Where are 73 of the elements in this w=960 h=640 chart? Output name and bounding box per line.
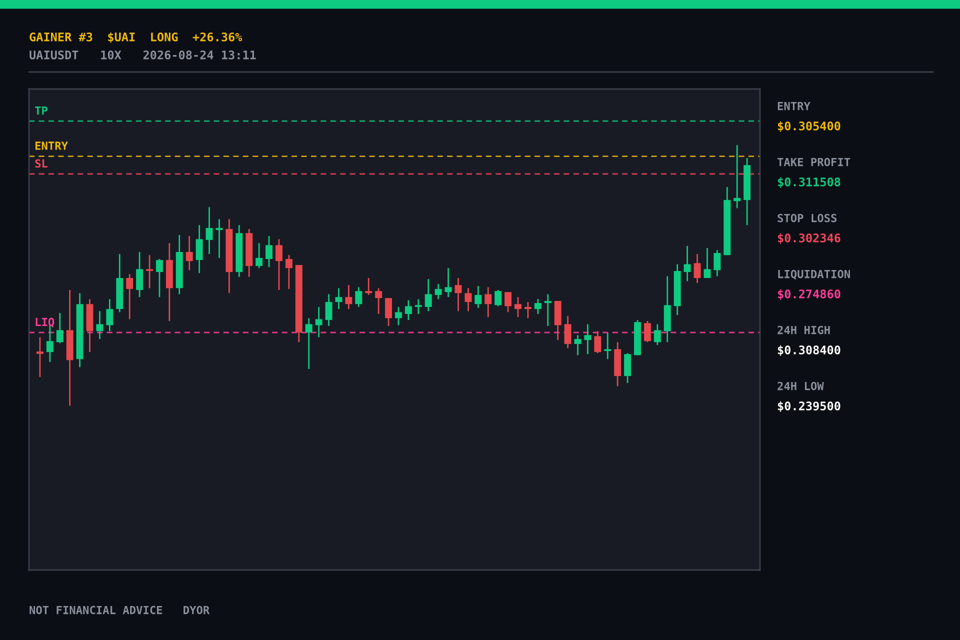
text: TAKE PROFIT — [777, 158, 850, 166]
candlestick — [36, 336, 44, 378]
text: $0.274860 — [778, 289, 840, 300]
text: $0.239500 — [778, 401, 840, 412]
text: LIQUIDATION — [778, 270, 850, 280]
text: 24H HIGH — [778, 326, 830, 334]
candlestick — [315, 306, 322, 338]
chart-title: GAINER #3 $UAI LONG +26.36% — [30, 32, 242, 43]
candlestick — [395, 306, 402, 326]
candlestick — [275, 238, 282, 291]
candlestick — [355, 286, 362, 308]
candlestick — [624, 352, 632, 384]
candlestick — [196, 224, 203, 274]
candlestick — [604, 332, 612, 360]
candlestick — [216, 218, 223, 259]
candlestick — [564, 315, 572, 349]
candlestick — [156, 258, 163, 298]
ref-line-label: LIQ — [36, 318, 54, 328]
candlestick — [385, 297, 392, 327]
text: 24H LOW — [778, 382, 824, 390]
candlestick — [404, 299, 412, 321]
candlestick — [474, 285, 482, 309]
candlestick — [514, 296, 522, 318]
text: $0.308400 — [778, 345, 840, 356]
text: ENTRY — [778, 102, 810, 110]
candlestick — [325, 293, 332, 327]
candlestick — [544, 293, 552, 327]
candlestick — [714, 249, 721, 277]
candlestick — [584, 323, 592, 355]
chart-subtitle: UAIUSDT 10X 2026-08-24 13:11 — [30, 50, 256, 60]
candlestick — [694, 253, 701, 284]
candlestick — [684, 245, 691, 282]
candlestick — [644, 320, 651, 343]
candlestick — [594, 330, 602, 354]
candlestick — [704, 247, 711, 279]
ref-line-label: ENTRY — [35, 142, 68, 150]
candlestick — [494, 289, 502, 307]
candlestick — [504, 291, 512, 313]
ref-line-label: SL — [35, 159, 48, 168]
candlestick — [464, 287, 472, 312]
candlestick — [266, 235, 272, 268]
candlestick — [375, 287, 382, 315]
candlestick — [256, 242, 263, 269]
candlestick — [654, 323, 661, 346]
candlestick — [206, 206, 213, 255]
candlestick — [444, 267, 452, 298]
candlestick — [96, 310, 104, 340]
candlestick — [136, 251, 144, 298]
candlestick — [414, 298, 422, 315]
ref-line-label: TP — [35, 106, 48, 115]
candlestick — [345, 284, 352, 310]
candlestick — [305, 317, 312, 370]
candlestick — [734, 144, 741, 209]
candlestick — [524, 301, 532, 319]
candlestick — [335, 287, 342, 310]
candlestick — [146, 254, 153, 289]
candlestick — [574, 334, 582, 356]
candlestick — [434, 283, 442, 300]
candlestick — [285, 254, 292, 290]
candlestick — [365, 277, 372, 296]
candlestick — [484, 286, 492, 318]
text: STOP LOSS — [778, 214, 837, 222]
candlestick — [534, 298, 542, 315]
candlestick — [186, 235, 193, 271]
candlestick — [106, 298, 114, 332]
candlestick — [424, 278, 432, 312]
text: $0.302346 — [778, 233, 840, 244]
candlestick — [56, 312, 64, 344]
candlestick — [454, 277, 462, 312]
text: $0.311508 — [778, 177, 840, 188]
text: $0.305400 — [778, 121, 840, 132]
candlestick — [126, 273, 134, 320]
text: NOT FINANCIAL ADVICE DYOR — [30, 606, 210, 614]
